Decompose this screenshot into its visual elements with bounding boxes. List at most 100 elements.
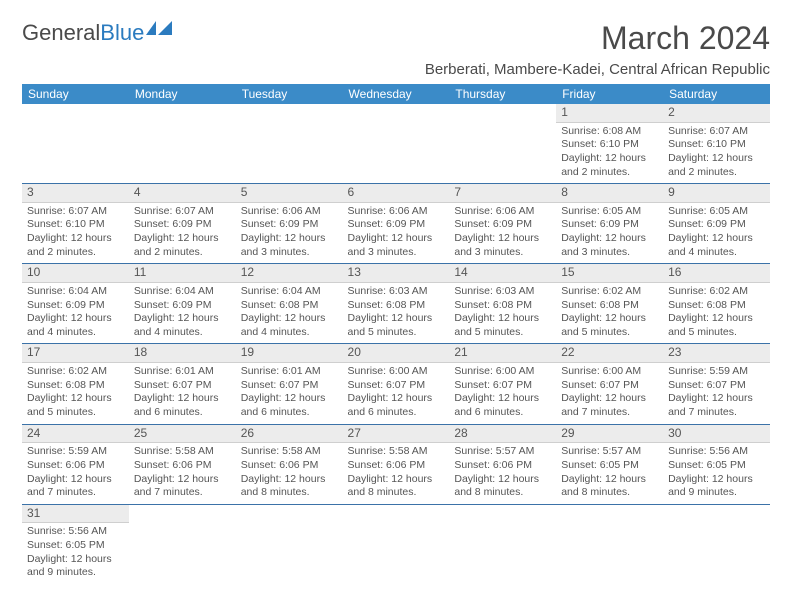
day-header: Sunday <box>22 84 129 104</box>
day-line: Daylight: 12 hours <box>561 392 658 406</box>
day-line: Sunrise: 6:04 AM <box>27 285 124 299</box>
day-line: Sunset: 6:07 PM <box>454 379 551 393</box>
day-number: 24 <box>22 425 129 444</box>
calendar-cell: 25Sunrise: 5:58 AMSunset: 6:06 PMDayligh… <box>129 424 236 504</box>
day-number: 9 <box>663 184 770 203</box>
day-line: Sunset: 6:08 PM <box>27 379 124 393</box>
day-line: Daylight: 12 hours <box>454 232 551 246</box>
day-line: Sunrise: 6:03 AM <box>348 285 445 299</box>
day-header: Wednesday <box>343 84 450 104</box>
calendar-body: 1Sunrise: 6:08 AMSunset: 6:10 PMDaylight… <box>22 104 770 584</box>
calendar-cell: 24Sunrise: 5:59 AMSunset: 6:06 PMDayligh… <box>22 424 129 504</box>
day-number: 16 <box>663 264 770 283</box>
day-line: and 6 minutes. <box>241 406 338 420</box>
day-line: and 8 minutes. <box>561 486 658 500</box>
day-line: and 5 minutes. <box>668 326 765 340</box>
page-title: March 2024 <box>601 20 770 57</box>
day-line: and 6 minutes. <box>348 406 445 420</box>
day-line: Sunset: 6:10 PM <box>27 218 124 232</box>
day-header: Monday <box>129 84 236 104</box>
day-details: Sunrise: 6:06 AMSunset: 6:09 PMDaylight:… <box>449 203 556 264</box>
calendar-cell: 15Sunrise: 6:02 AMSunset: 6:08 PMDayligh… <box>556 264 663 344</box>
day-details: Sunrise: 6:07 AMSunset: 6:10 PMDaylight:… <box>663 123 770 184</box>
day-line: and 7 minutes. <box>27 486 124 500</box>
day-line: Daylight: 12 hours <box>668 473 765 487</box>
day-line: Sunset: 6:05 PM <box>561 459 658 473</box>
calendar-cell: 17Sunrise: 6:02 AMSunset: 6:08 PMDayligh… <box>22 344 129 424</box>
calendar-cell: 30Sunrise: 5:56 AMSunset: 6:05 PMDayligh… <box>663 424 770 504</box>
day-number: 14 <box>449 264 556 283</box>
day-line: and 7 minutes. <box>134 486 231 500</box>
calendar-cell: 29Sunrise: 5:57 AMSunset: 6:05 PMDayligh… <box>556 424 663 504</box>
day-line: Sunset: 6:06 PM <box>348 459 445 473</box>
day-details: Sunrise: 6:02 AMSunset: 6:08 PMDaylight:… <box>663 283 770 344</box>
calendar-cell <box>236 504 343 584</box>
calendar-week: 10Sunrise: 6:04 AMSunset: 6:09 PMDayligh… <box>22 264 770 344</box>
logo-flag-icon <box>146 21 172 35</box>
day-line: Sunrise: 5:56 AM <box>668 445 765 459</box>
calendar-cell <box>129 504 236 584</box>
day-details: Sunrise: 6:02 AMSunset: 6:08 PMDaylight:… <box>22 363 129 424</box>
day-details: Sunrise: 5:58 AMSunset: 6:06 PMDaylight:… <box>343 443 450 504</box>
calendar-week: 3Sunrise: 6:07 AMSunset: 6:10 PMDaylight… <box>22 184 770 264</box>
calendar-cell: 26Sunrise: 5:58 AMSunset: 6:06 PMDayligh… <box>236 424 343 504</box>
day-details: Sunrise: 6:03 AMSunset: 6:08 PMDaylight:… <box>343 283 450 344</box>
day-line: Sunset: 6:07 PM <box>561 379 658 393</box>
calendar-cell <box>343 504 450 584</box>
day-line: and 9 minutes. <box>27 566 124 580</box>
day-line: Sunrise: 6:02 AM <box>561 285 658 299</box>
day-line: Daylight: 12 hours <box>561 152 658 166</box>
day-line: and 2 minutes. <box>668 166 765 180</box>
day-line: Daylight: 12 hours <box>134 312 231 326</box>
calendar-table: SundayMondayTuesdayWednesdayThursdayFrid… <box>22 84 770 584</box>
day-line: and 8 minutes. <box>454 486 551 500</box>
day-number: 23 <box>663 344 770 363</box>
day-line: and 4 minutes. <box>134 326 231 340</box>
day-line: and 3 minutes. <box>348 246 445 260</box>
day-number: 8 <box>556 184 663 203</box>
day-number: 5 <box>236 184 343 203</box>
day-line: and 2 minutes. <box>27 246 124 260</box>
day-line: and 8 minutes. <box>348 486 445 500</box>
day-number: 25 <box>129 425 236 444</box>
day-line: Sunset: 6:09 PM <box>454 218 551 232</box>
day-details: Sunrise: 5:56 AMSunset: 6:05 PMDaylight:… <box>22 523 129 584</box>
day-line: Sunset: 6:07 PM <box>668 379 765 393</box>
calendar-cell <box>129 104 236 184</box>
day-line: and 7 minutes. <box>561 406 658 420</box>
logo-text-general: General <box>22 20 100 46</box>
day-details: Sunrise: 6:04 AMSunset: 6:08 PMDaylight:… <box>236 283 343 344</box>
day-line: Sunset: 6:07 PM <box>348 379 445 393</box>
day-details: Sunrise: 6:03 AMSunset: 6:08 PMDaylight:… <box>449 283 556 344</box>
day-line: and 3 minutes. <box>454 246 551 260</box>
day-line: and 4 minutes. <box>241 326 338 340</box>
day-details: Sunrise: 6:07 AMSunset: 6:10 PMDaylight:… <box>22 203 129 264</box>
day-details: Sunrise: 6:04 AMSunset: 6:09 PMDaylight:… <box>129 283 236 344</box>
day-line: Daylight: 12 hours <box>454 473 551 487</box>
day-line: Sunrise: 6:01 AM <box>134 365 231 379</box>
day-line: Sunset: 6:08 PM <box>348 299 445 313</box>
calendar-cell <box>22 104 129 184</box>
calendar-cell: 10Sunrise: 6:04 AMSunset: 6:09 PMDayligh… <box>22 264 129 344</box>
day-line: Sunrise: 6:06 AM <box>241 205 338 219</box>
day-line: Daylight: 12 hours <box>241 312 338 326</box>
day-number: 20 <box>343 344 450 363</box>
day-line: Daylight: 12 hours <box>561 312 658 326</box>
day-line: Sunset: 6:05 PM <box>668 459 765 473</box>
day-number: 29 <box>556 425 663 444</box>
day-line: Sunrise: 6:02 AM <box>27 365 124 379</box>
day-line: and 6 minutes. <box>454 406 551 420</box>
day-line: Sunset: 6:09 PM <box>27 299 124 313</box>
day-number: 12 <box>236 264 343 283</box>
calendar-head: SundayMondayTuesdayWednesdayThursdayFrid… <box>22 84 770 104</box>
day-line: and 5 minutes. <box>348 326 445 340</box>
day-number: 1 <box>556 104 663 123</box>
day-line: Sunrise: 5:58 AM <box>348 445 445 459</box>
calendar-cell: 31Sunrise: 5:56 AMSunset: 6:05 PMDayligh… <box>22 504 129 584</box>
day-line: Daylight: 12 hours <box>561 473 658 487</box>
day-line: Sunrise: 6:06 AM <box>454 205 551 219</box>
day-line: Sunset: 6:09 PM <box>134 299 231 313</box>
day-line: Daylight: 12 hours <box>668 152 765 166</box>
day-header: Saturday <box>663 84 770 104</box>
calendar-cell: 7Sunrise: 6:06 AMSunset: 6:09 PMDaylight… <box>449 184 556 264</box>
